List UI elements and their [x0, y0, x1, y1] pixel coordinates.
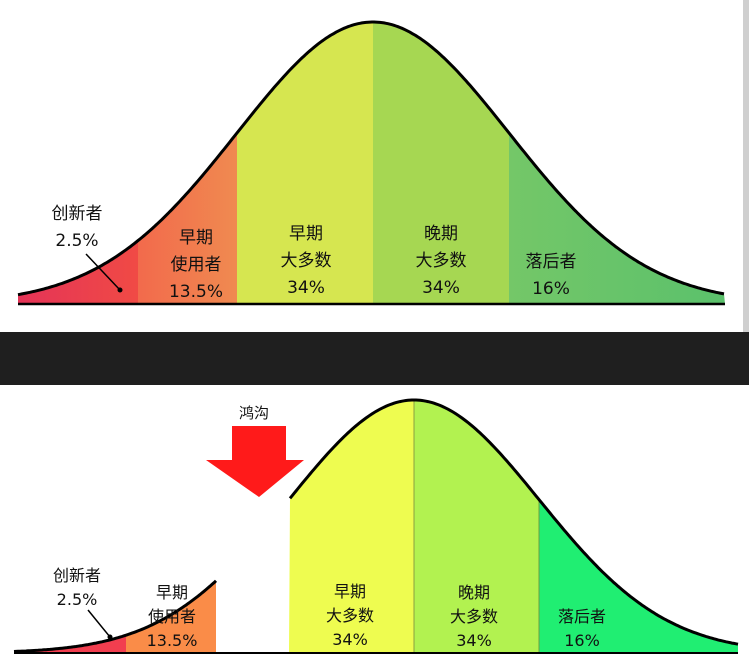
bottom-late-majority-line2: 大多数	[450, 607, 498, 626]
top-early-majority-line2: 大多数	[281, 251, 332, 271]
top-early-adopters-pct: 13.5%	[169, 282, 223, 302]
divider-band	[0, 332, 749, 385]
top-right-edge-strip	[743, 0, 749, 332]
bottom-right-curve-outline	[288, 398, 739, 646]
chasm-label: 鸿沟	[239, 404, 269, 422]
top-late-majority-line1: 晚期	[424, 224, 458, 244]
chasm-arrow-icon	[206, 426, 304, 497]
top-late-majority-pct: 34%	[422, 278, 460, 298]
top-innovators-pct: 2.5%	[55, 231, 98, 251]
bottom-early-adopters-line2: 使用者	[148, 607, 196, 626]
top-innovators-segment	[18, 22, 138, 304]
bottom-laggards-name: 落后者	[558, 607, 606, 626]
top-innovators-name: 创新者	[52, 204, 103, 224]
bottom-early-majority-line1: 早期	[334, 582, 366, 601]
top-innovators-pointer-dot	[117, 287, 123, 293]
bottom-innovators-pct: 2.5%	[57, 590, 98, 609]
bottom-innovators-name: 创新者	[53, 566, 101, 585]
bottom-innovators-segment	[14, 580, 126, 653]
bottom-labels: 创新者 2.5% 早期 使用者 13.5% 早期 大多数 34% 晚期 大多数 …	[53, 566, 606, 650]
top-early-majority-line1: 早期	[289, 224, 323, 244]
bottom-laggards-pct: 16%	[564, 631, 600, 650]
top-late-majority-line2: 大多数	[416, 251, 467, 271]
bottom-innovators-pointer-dot	[107, 634, 113, 640]
bottom-late-majority-line1: 晚期	[458, 583, 490, 602]
top-early-adopters-line2: 使用者	[171, 254, 222, 275]
top-early-adopters-line1: 早期	[179, 228, 213, 248]
top-labels: 创新者 2.5% 早期 使用者 13.5% 早期 大多数 34% 晚期 大多数 …	[52, 204, 577, 302]
top-laggards-pct: 16%	[532, 279, 570, 299]
bottom-early-adopters-pct: 13.5%	[147, 631, 198, 650]
bottom-early-majority-line2: 大多数	[326, 606, 374, 625]
bottom-left-curve-outline	[13, 579, 218, 653]
bottom-early-majority-pct: 34%	[332, 630, 368, 649]
top-innovators-pointer	[85, 253, 121, 291]
bottom-late-majority-pct: 34%	[456, 631, 492, 650]
top-bell-curve	[17, 20, 725, 306]
bottom-early-adopters-line1: 早期	[156, 583, 188, 602]
top-curve-outline	[17, 20, 725, 297]
top-laggards-name: 落后者	[526, 252, 577, 272]
bottom-innovators-pointer	[87, 609, 111, 638]
top-early-majority-pct: 34%	[287, 278, 325, 298]
